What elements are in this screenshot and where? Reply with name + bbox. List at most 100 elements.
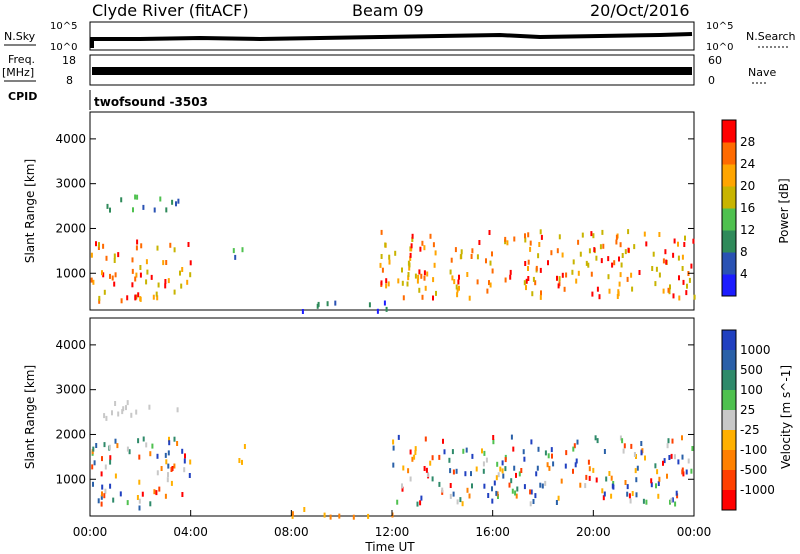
- rti-cell: [91, 464, 94, 470]
- velocity-colorbar-swatch: [722, 390, 736, 411]
- rti-cell: [612, 481, 615, 486]
- rti-cell: [401, 486, 404, 492]
- rti-cell: [651, 266, 654, 271]
- rti-cell: [501, 468, 504, 474]
- rti-cell: [189, 272, 192, 278]
- rti-cell: [414, 446, 417, 452]
- rti-cell: [599, 244, 602, 250]
- velocity-colorbar-swatch: [722, 330, 736, 351]
- velocity-marks: [91, 400, 694, 520]
- rti-cell: [410, 243, 413, 249]
- header-date: 20/Oct/2016: [590, 1, 690, 20]
- rti-cell: [575, 278, 578, 284]
- rti-cell: [126, 295, 129, 301]
- rti-cell: [334, 300, 337, 306]
- rti-cell: [92, 279, 95, 285]
- rti-cell: [482, 468, 485, 474]
- velocity-panel: 1000 2000 3000 4000 00:00 04:00 08:00 12:00 16:…: [23, 317, 712, 554]
- rti-cell: [598, 294, 601, 300]
- rti-cell: [167, 463, 170, 469]
- rti-cell: [630, 443, 633, 449]
- rti-cell: [114, 272, 117, 278]
- rti-cell: [556, 248, 559, 254]
- rti-cell: [420, 273, 423, 279]
- rti-cell: [563, 286, 566, 292]
- rti-cell: [541, 483, 544, 489]
- rti-cell: [401, 267, 403, 273]
- rti-cell: [379, 262, 382, 268]
- rti-cell: [153, 489, 156, 495]
- rti-cell: [125, 405, 127, 411]
- rti-cell: [489, 260, 492, 266]
- rti-cell: [137, 292, 140, 298]
- rti-cell: [676, 493, 679, 499]
- rti-cell: [421, 240, 424, 246]
- rti-cell: [584, 483, 587, 489]
- rti-cell: [449, 468, 452, 474]
- rti-cell: [577, 239, 580, 245]
- rti-cell: [180, 283, 183, 289]
- rti-cell: [114, 438, 117, 444]
- rti-cell: [392, 439, 395, 445]
- rti-cell: [122, 406, 125, 412]
- rti-cell: [657, 493, 660, 499]
- rti-cell: [638, 270, 641, 275]
- rti-cell: [423, 245, 426, 251]
- x-tick-label: 00:00: [677, 525, 712, 539]
- rti-cell: [513, 236, 516, 242]
- rti-cell: [667, 287, 670, 293]
- rti-cell: [466, 272, 469, 277]
- power-plot-area: [89, 111, 695, 311]
- freq-panel: Freq. [MHz] 18 8 60 0 Nave: [2, 53, 776, 87]
- rti-cell: [645, 499, 648, 505]
- rti-cell: [611, 483, 614, 489]
- rti-cell: [468, 295, 471, 301]
- rti-cell: [121, 409, 124, 415]
- rti-cell: [109, 483, 112, 489]
- rti-cell: [537, 446, 540, 452]
- power-colorbar-ticks: 4 8 12 16 20 24 28: [740, 135, 755, 281]
- rti-cell: [156, 295, 159, 301]
- rti-cell: [452, 491, 455, 497]
- power-colorbar-swatch: [722, 208, 736, 231]
- rti-cell: [506, 240, 509, 246]
- rti-cell: [630, 272, 633, 278]
- rti-cell: [456, 287, 459, 293]
- rti-cell: [590, 271, 593, 277]
- rti-cell: [590, 231, 593, 237]
- velocity-colorbar-frame: [721, 329, 737, 511]
- rti-cell: [534, 493, 537, 499]
- rti-cell: [677, 459, 680, 465]
- rti-cell: [392, 462, 395, 468]
- rti-cell: [595, 255, 598, 261]
- power-colorbar-tick-label: 24: [740, 157, 755, 171]
- rti-cell: [640, 450, 643, 456]
- rti-cell: [561, 252, 564, 258]
- rti-cell: [501, 460, 504, 466]
- rti-cell: [130, 412, 133, 418]
- rti-cell: [460, 254, 463, 259]
- rti-cell: [168, 440, 171, 446]
- y-tick-label: 1000: [55, 266, 86, 280]
- nsky-label: N.Sky: [4, 30, 36, 43]
- rti-cell: [134, 194, 137, 200]
- rti-cell: [627, 229, 630, 235]
- rti-cell: [142, 436, 145, 442]
- rti-cell: [98, 295, 101, 301]
- rti-cell: [95, 241, 97, 247]
- rti-cell: [367, 513, 370, 519]
- rti-cell: [657, 481, 660, 486]
- rti-cell: [173, 436, 176, 442]
- rti-cell: [101, 270, 103, 276]
- power-colorbar-frame: [721, 119, 737, 297]
- rti-cell: [442, 438, 444, 444]
- x-tick-label: 04:00: [173, 525, 208, 539]
- x-tick-label: 16:00: [475, 525, 510, 539]
- rti-cell: [95, 443, 98, 448]
- rti-cell: [425, 467, 428, 473]
- rti-cell: [524, 237, 527, 243]
- rti-cell: [90, 252, 93, 258]
- rti-cell: [317, 301, 320, 307]
- rti-cell: [540, 290, 542, 296]
- rti-cell: [113, 253, 116, 259]
